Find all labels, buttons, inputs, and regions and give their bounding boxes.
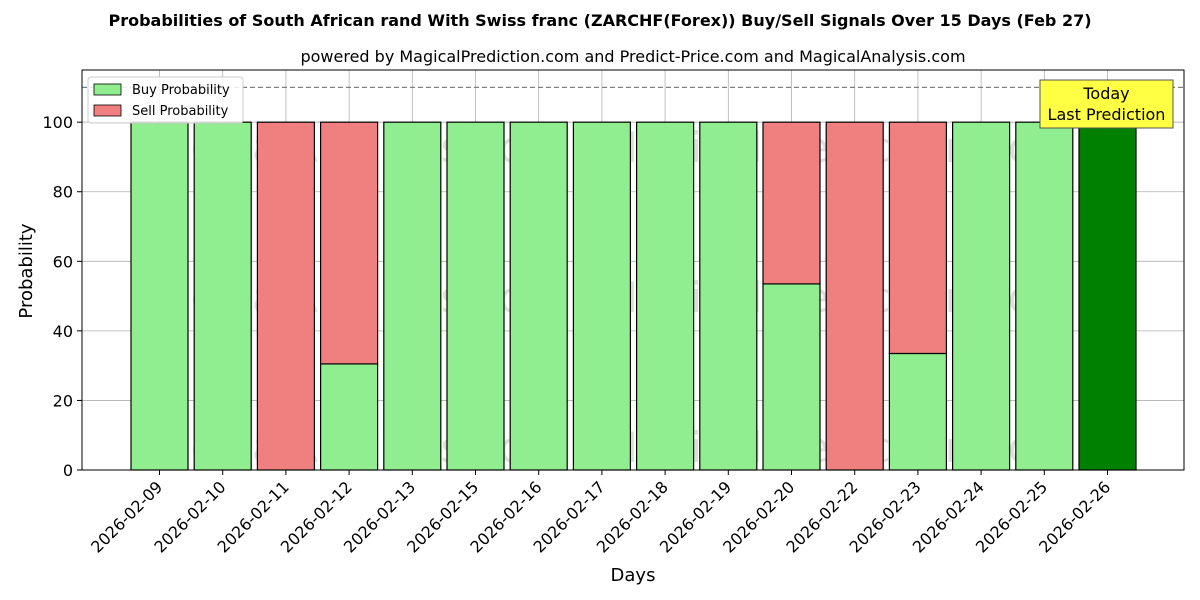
buy-bar — [888, 352, 948, 471]
legend-swatch — [93, 83, 122, 96]
legend-swatch — [93, 104, 122, 117]
chart-title: Probabilities of South African rand With… — [108, 11, 1091, 30]
legend: Buy Probability Sell Probability — [87, 76, 244, 124]
legend-box — [87, 76, 244, 124]
buy-bar — [699, 121, 758, 471]
legend-label: Buy Probability — [132, 83, 230, 98]
sell-bar — [256, 121, 315, 471]
buy-bar — [635, 121, 695, 471]
sell-bar — [762, 121, 821, 285]
buy-bar — [446, 121, 505, 471]
x-axis-label: Days — [611, 565, 656, 586]
buy-bar — [572, 121, 632, 471]
sell-bar — [320, 121, 379, 365]
buy-bar — [383, 121, 442, 471]
plot-frame — [81, 69, 1185, 471]
buy-bar — [762, 283, 821, 471]
sell-bar — [888, 121, 948, 355]
buy-bar — [1015, 121, 1074, 471]
buy-bar — [951, 121, 1011, 471]
legend-label: Sell Probability — [132, 104, 229, 119]
chart-subtitle: powered by MagicalPrediction.com and Pre… — [300, 47, 965, 66]
y-tick-label: 0 — [63, 461, 73, 480]
y-tick-label: 80 — [53, 183, 73, 202]
y-tick-label: 40 — [53, 322, 73, 341]
y-axis-label: Probability — [16, 223, 37, 318]
buy-bar — [193, 121, 252, 471]
today-label-text: Today — [1082, 84, 1129, 103]
today-annotation: Today Last Prediction — [1039, 79, 1174, 129]
y-tick-label: 20 — [53, 391, 73, 410]
y-tick-label: 60 — [53, 252, 73, 271]
today-label-text: Last Prediction — [1048, 105, 1166, 124]
bars-layer — [130, 121, 1137, 471]
buy-bar — [130, 121, 189, 471]
y-tick-label: 100 — [42, 113, 73, 132]
today-label-box — [1039, 79, 1174, 129]
buy-bar — [320, 363, 379, 471]
sell-bar — [825, 121, 884, 471]
buy-bar — [1078, 121, 1137, 471]
buy-bar — [509, 121, 568, 471]
